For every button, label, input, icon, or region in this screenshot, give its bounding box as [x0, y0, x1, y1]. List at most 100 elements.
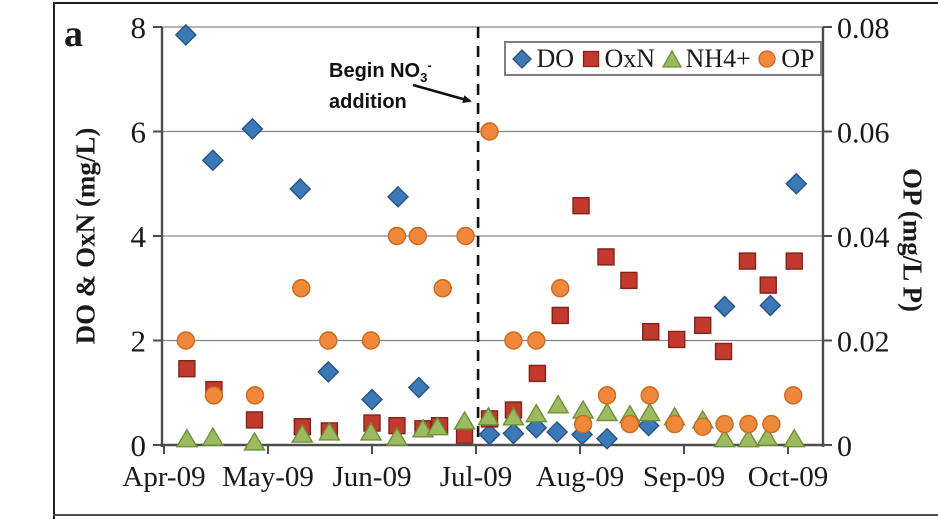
left-axis-title: DO & OxN (mg/L)	[70, 127, 101, 345]
do-point	[478, 423, 501, 446]
op-point	[640, 386, 659, 405]
right-tick-label: 0.02	[837, 326, 890, 359]
op-point	[573, 414, 593, 434]
nh4-point	[525, 403, 548, 423]
left-tick-label: 2	[131, 324, 147, 359]
nh4-point	[243, 431, 266, 451]
right-tick-label: 0.08	[837, 12, 890, 45]
do-point	[317, 360, 340, 383]
op-point	[551, 279, 570, 298]
do-point	[361, 388, 383, 411]
nh4-point	[595, 402, 619, 422]
x-tick-label: Apr-09	[122, 461, 205, 493]
op-point	[387, 226, 407, 246]
legend-item-nh4: NH4+	[661, 44, 751, 74]
oxn-point	[642, 322, 660, 341]
op-point	[665, 414, 684, 434]
do-diamond-icon	[511, 48, 533, 70]
oxn-point	[668, 330, 686, 349]
op-point	[361, 331, 381, 350]
nh4-point	[359, 421, 383, 441]
do-point	[502, 422, 525, 445]
nh4-point	[175, 428, 199, 448]
right-tick-label: 0.06	[837, 117, 890, 150]
nitrate-addition-annotation: Begin NO3- addition	[329, 53, 432, 114]
op-point	[433, 279, 452, 298]
figure-frame-bottom	[53, 514, 938, 516]
do-point	[387, 185, 409, 208]
op-point	[456, 226, 475, 246]
do-point	[785, 172, 808, 195]
do-point	[407, 376, 430, 399]
nh4-point	[755, 426, 779, 446]
oxn-point	[551, 306, 569, 325]
oxn-point	[620, 271, 638, 290]
right-tick-label: 0.04	[837, 221, 890, 254]
legend-item-oxn: OxN	[580, 43, 656, 74]
x-tick-label: Sep-09	[643, 461, 725, 493]
op-point	[597, 386, 617, 405]
oxn-point	[694, 316, 712, 335]
legend-item-op: OP	[756, 44, 814, 74]
oxn-square-icon	[580, 48, 602, 70]
op-point	[620, 414, 640, 434]
op-point	[408, 226, 427, 246]
left-tick-label: 4	[131, 219, 147, 254]
op-point	[693, 417, 712, 436]
do-point	[525, 416, 548, 439]
op-point	[527, 331, 546, 350]
oxn-point	[528, 364, 547, 383]
annotation-line2: addition	[329, 90, 407, 113]
op-point	[504, 331, 523, 350]
op-point	[739, 414, 758, 434]
panel-label: a	[64, 13, 83, 55]
do-point	[174, 23, 197, 46]
legend-item-do: DO	[511, 44, 574, 74]
x-tick-label: Oct-09	[748, 461, 829, 493]
x-tick-label: Aug-09	[536, 461, 625, 493]
op-point	[292, 279, 311, 298]
op-point	[762, 414, 781, 434]
annotation-line1: Begin NO3-	[329, 57, 432, 85]
do-point	[289, 177, 312, 200]
nh4-point	[385, 426, 409, 446]
oxn-point	[245, 411, 264, 429]
legend-label-do: DO	[536, 43, 575, 73]
nh4-point	[638, 402, 661, 422]
op-point	[784, 386, 803, 405]
oxn-point	[785, 252, 803, 270]
op-point	[319, 331, 338, 350]
nh4-point	[713, 428, 736, 448]
nh4-point	[502, 406, 525, 426]
do-point	[241, 117, 264, 140]
nh4-point	[783, 428, 806, 448]
oxn-point	[178, 360, 196, 378]
nh4-point	[737, 428, 760, 448]
legend: DO OxN NH4+ OP	[504, 41, 822, 76]
op-point	[245, 386, 265, 405]
x-tick-label: Jun-09	[333, 461, 412, 493]
figure-frame-top	[53, 2, 938, 4]
legend-label-oxn: OxN	[604, 43, 656, 73]
nh4-point	[318, 421, 341, 441]
nh4-point	[546, 394, 570, 414]
left-tick-label: 6	[131, 115, 147, 150]
op-circle-icon	[756, 48, 778, 70]
annotation-arrow	[412, 83, 472, 103]
right-tick-label: 0	[837, 430, 852, 463]
nh4-point	[477, 406, 500, 426]
nh4-point	[291, 423, 314, 443]
do-point	[546, 420, 569, 443]
oxn-point	[597, 248, 615, 266]
left-tick-label: 0	[131, 428, 147, 463]
nh4-point	[426, 416, 449, 436]
right-axis-title: OP (mg/L P)	[897, 168, 928, 312]
x-tick-label: May-09	[222, 461, 314, 493]
op-point	[715, 414, 734, 434]
left-tick-label: 8	[131, 10, 147, 45]
op-point	[480, 122, 499, 141]
nh4-point	[453, 410, 476, 430]
do-point	[759, 294, 782, 317]
